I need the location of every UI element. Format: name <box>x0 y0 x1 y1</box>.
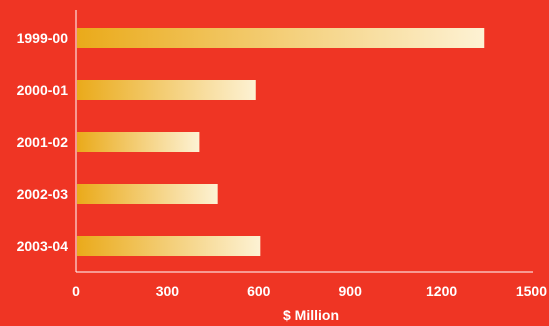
bars-group <box>77 28 485 256</box>
category-label: 2003-04 <box>17 238 69 254</box>
category-label: 2002-03 <box>17 186 69 202</box>
x-tick-label: 1200 <box>426 283 457 299</box>
category-label: 2001-02 <box>17 134 69 150</box>
category-label: 1999-00 <box>17 30 69 46</box>
labels-group: 1999-00 2000-01 2001-02 2002-03 2003-04 0 300 6… <box>17 30 548 299</box>
x-tick-label: 0 <box>72 283 80 299</box>
category-label: 2000-01 <box>17 82 69 98</box>
bar-2000-01 <box>77 80 256 100</box>
bar-2003-04 <box>77 236 261 256</box>
bar-1999-00 <box>77 28 485 48</box>
x-tick-label: 900 <box>339 283 363 299</box>
x-tick-label: 1500 <box>516 283 547 299</box>
bar-2002-03 <box>77 184 218 204</box>
bar-2001-02 <box>77 132 200 152</box>
axes-group <box>75 10 533 273</box>
x-axis-title: $ Million <box>283 307 339 323</box>
x-tick-label: 300 <box>156 283 180 299</box>
x-tick-label: 600 <box>247 283 271 299</box>
